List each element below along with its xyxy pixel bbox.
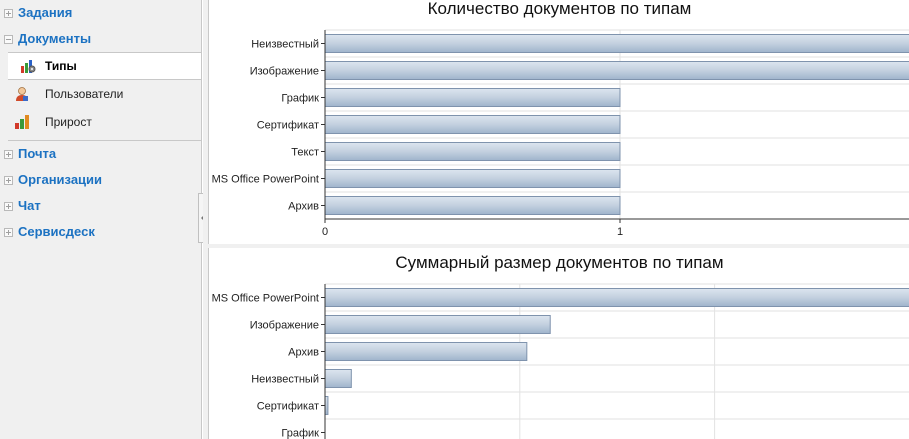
bar[interactable] — [324, 169, 621, 188]
category-label: График — [281, 93, 319, 105]
nav-group-label: Организации — [18, 172, 103, 187]
expand-icon[interactable] — [4, 176, 13, 185]
nav-group-documents[interactable]: Документы — [0, 26, 201, 52]
bar[interactable] — [324, 315, 551, 334]
expand-icon[interactable] — [4, 150, 13, 159]
navigation-sidebar: Задания Документы Типы Пользователи Прир… — [0, 0, 202, 439]
bar[interactable] — [324, 196, 621, 215]
nav-group-mail[interactable]: Почта — [0, 141, 201, 167]
nav-item-label: Пользователи — [45, 87, 124, 101]
bar[interactable] — [324, 88, 621, 107]
category-label: Сертификат — [257, 401, 319, 413]
chart-document-size: Суммарный размер документов по типам MS … — [208, 248, 909, 439]
nav-group-tasks[interactable]: Задания — [0, 0, 201, 26]
bar[interactable] — [324, 342, 528, 361]
bar[interactable] — [324, 142, 621, 161]
bar[interactable] — [324, 61, 909, 80]
category-label: Изображение — [250, 320, 319, 332]
chart-svg: Неизвестный Изображение График Сертификат Те… — [212, 29, 909, 238]
divider — [8, 140, 201, 141]
chart-title: Суммарный размер документов по типам — [395, 253, 724, 272]
category-label: Архив — [288, 347, 319, 359]
x-tick-label: 0 — [322, 226, 328, 238]
nav-group-organizations[interactable]: Организации — [0, 167, 201, 193]
x-tick-label: 1 — [617, 226, 623, 238]
bar[interactable] — [324, 115, 621, 134]
category-label: Изображение — [250, 66, 319, 78]
expand-icon[interactable] — [4, 9, 13, 18]
nav-group-label: Документы — [18, 31, 92, 46]
expand-icon[interactable] — [4, 202, 13, 211]
nav-item-types[interactable]: Типы — [8, 52, 201, 80]
bar[interactable] — [324, 288, 909, 307]
types-chart-gear-icon — [21, 60, 36, 73]
category-label: Архив — [288, 201, 319, 213]
category-label: MS Office PowerPoint — [212, 293, 319, 305]
nav-item-users[interactable]: Пользователи — [0, 80, 201, 108]
category-label: MS Office PowerPoint — [212, 174, 319, 186]
bar-chart-icon — [15, 115, 29, 129]
nav-group-label: Задания — [18, 5, 73, 20]
collapse-icon[interactable] — [4, 35, 13, 44]
chart-svg: MS Office PowerPoint Изображение Архив Неиз… — [212, 283, 909, 439]
bar[interactable] — [324, 34, 909, 53]
nav-group-label: Сервисдеск — [18, 224, 95, 239]
category-label: Неизвестный — [251, 39, 319, 51]
nav-group-label: Чат — [18, 198, 41, 213]
bar[interactable] — [324, 369, 352, 388]
charts-area: Количество документов по типам Неизвестн… — [203, 0, 909, 439]
nav-group-chat[interactable]: Чат — [0, 193, 201, 219]
chart-title: Количество документов по типам — [427, 0, 692, 18]
category-label: Сертификат — [257, 120, 319, 132]
nav-item-label: Типы — [45, 59, 77, 73]
expand-icon[interactable] — [4, 228, 13, 237]
nav-group-servicedesk[interactable]: Сервисдеск — [0, 219, 201, 245]
nav-group-label: Почта — [18, 146, 57, 161]
category-label: Неизвестный — [251, 374, 319, 386]
nav-item-growth[interactable]: Прирост — [0, 108, 201, 136]
category-label: График — [281, 428, 319, 439]
nav-item-label: Прирост — [45, 115, 92, 129]
category-label: Текст — [291, 147, 319, 159]
user-icon — [16, 87, 28, 101]
chart-document-count: Количество документов по типам Неизвестн… — [208, 0, 909, 244]
